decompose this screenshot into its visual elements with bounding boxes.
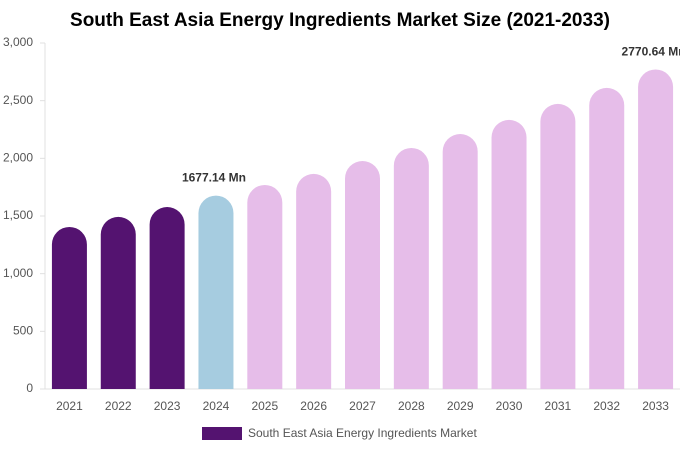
x-tick-label: 2033 [642, 399, 669, 413]
x-tick-label: 2025 [251, 399, 278, 413]
bar [589, 87, 625, 389]
x-tick-label: 2023 [154, 399, 181, 413]
x-tick-label: 2032 [593, 399, 620, 413]
bar [198, 195, 234, 389]
x-tick-label: 2026 [300, 399, 327, 413]
x-tick-label: 2030 [496, 399, 523, 413]
x-tick-label: 2029 [447, 399, 474, 413]
y-tick-label: 500 [13, 324, 33, 338]
y-tick-label: 3,000 [3, 35, 33, 49]
data-label: 2770.64 Mn [622, 45, 680, 59]
data-label: 1677.14 Mn [182, 171, 246, 185]
x-tick-label: 2024 [203, 399, 230, 413]
bar [393, 147, 429, 389]
bar [51, 226, 87, 389]
x-tick-label: 2028 [398, 399, 425, 413]
y-tick-label: 2,500 [3, 93, 33, 107]
bar [540, 103, 576, 390]
bar [247, 184, 283, 389]
x-tick-label: 2031 [545, 399, 572, 413]
x-tick-label: 2022 [105, 399, 132, 413]
bar [100, 216, 136, 389]
legend-swatch [202, 427, 242, 440]
y-tick-label: 2,000 [3, 151, 33, 165]
legend-label: South East Asia Energy Ingredients Marke… [248, 426, 477, 440]
y-tick-label: 1,500 [3, 208, 33, 222]
x-tick-label: 2021 [56, 399, 83, 413]
bar [345, 160, 380, 389]
x-tick-label: 2027 [349, 399, 376, 413]
bar [638, 69, 674, 389]
y-tick-label: 0 [26, 381, 33, 395]
chart-title: South East Asia Energy Ingredients Marke… [70, 10, 610, 31]
bar [296, 173, 332, 389]
bar [149, 207, 185, 389]
y-tick-label: 1,000 [3, 266, 33, 280]
bar [491, 119, 527, 389]
bar [442, 133, 478, 389]
